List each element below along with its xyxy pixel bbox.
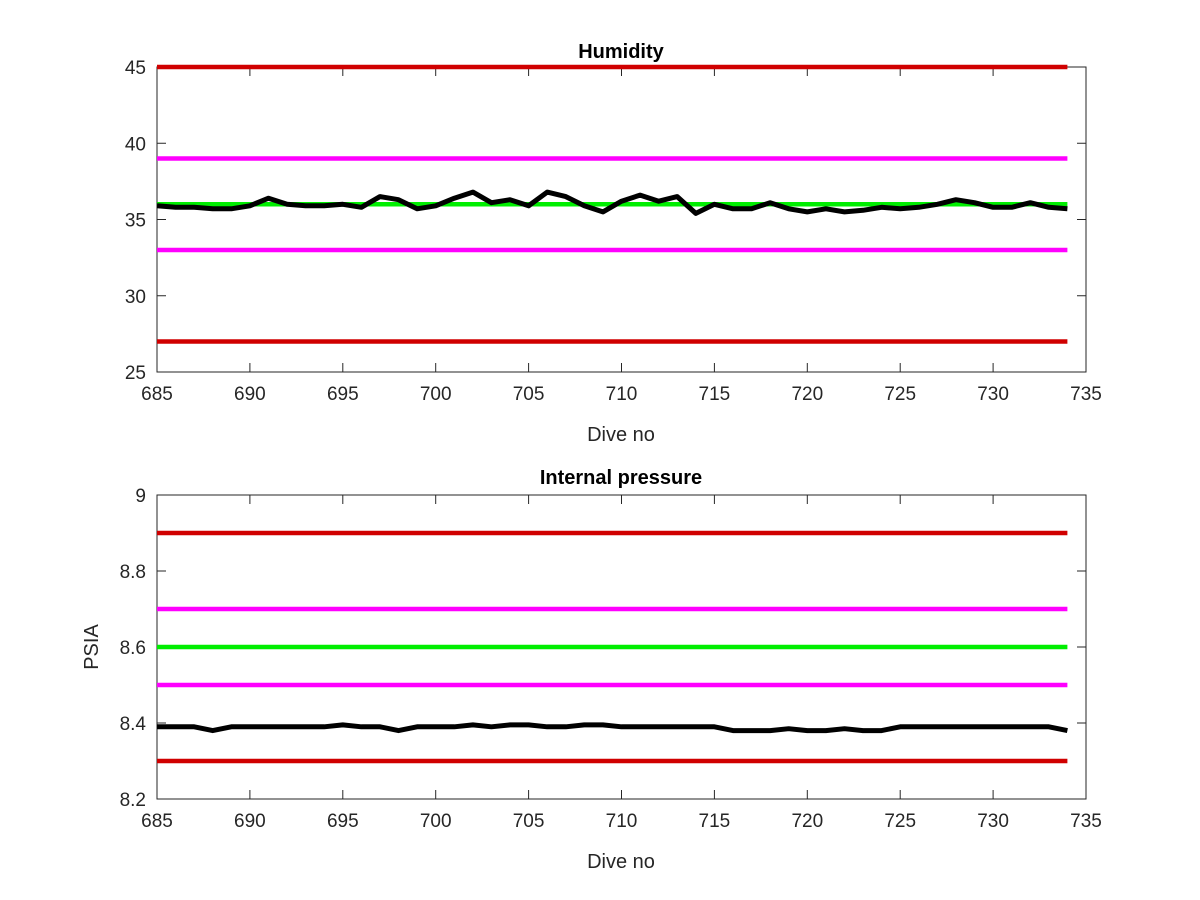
internal-pressure-plot-area: 685 690 695 700 705 710 715 720 725 730 735 8.2 8.4 8…: [120, 486, 1102, 832]
humidity-y-tick-label: 30: [125, 287, 146, 308]
humidity-x-tick-label: 685: [141, 384, 173, 405]
humidity-plot-area: 685 690 695 700 705 710 715 720 725 730 735 25 30 35 4…: [125, 58, 1102, 405]
internal-pressure-x-tick-label: 700: [420, 811, 452, 832]
internal-pressure-y-tick-label: 8.8: [120, 562, 146, 583]
humidity-x-tick-label: 735: [1070, 384, 1102, 405]
humidity-x-tick-label: 710: [606, 384, 638, 405]
internal-pressure-x-tick-label: 730: [977, 811, 1009, 832]
humidity-x-tick-label: 725: [884, 384, 916, 405]
humidity-x-tick-label: 730: [977, 384, 1009, 405]
humidity-y-tick-label: 40: [125, 134, 146, 155]
internal-pressure-x-tick-label: 710: [606, 811, 638, 832]
internal-pressure-x-tick-label: 695: [327, 811, 359, 832]
humidity-x-tick-label: 700: [420, 384, 452, 405]
humidity-panel: Humidity 685 690 695 700 705 710 715 720 725 730 7…: [125, 41, 1102, 446]
internal-pressure-series-measured: [157, 722, 1068, 734]
humidity-title: Humidity: [578, 41, 664, 63]
internal-pressure-x-tick-label: 705: [513, 811, 545, 832]
humidity-x-tick-label: 720: [791, 384, 823, 405]
internal-pressure-panel: Internal pressure 685 690 695 700 705 710 715 7…: [81, 467, 1102, 873]
humidity-x-axis-label: Dive no: [587, 424, 655, 446]
internal-pressure-title: Internal pressure: [540, 467, 702, 489]
humidity-x-tick-label: 695: [327, 384, 359, 405]
humidity-x-tick-label: 715: [699, 384, 731, 405]
internal-pressure-y-tick-label: 9: [135, 486, 146, 507]
internal-pressure-y-tick-label: 8.6: [120, 638, 146, 659]
internal-pressure-x-tick-label: 735: [1070, 811, 1102, 832]
humidity-x-tick-label: 705: [513, 384, 545, 405]
humidity-y-tick-label: 25: [125, 363, 146, 384]
internal-pressure-y-axis-label: PSIA: [81, 624, 103, 670]
humidity-x-tick-label: 690: [234, 384, 266, 405]
internal-pressure-x-axis-label: Dive no: [587, 851, 655, 873]
internal-pressure-x-tick-label: 725: [884, 811, 916, 832]
internal-pressure-y-tick-label: 8.4: [120, 714, 147, 735]
humidity-series-measured: [156, 189, 1068, 216]
internal-pressure-x-tick-label: 690: [234, 811, 266, 832]
humidity-y-tick-label: 45: [125, 58, 146, 79]
humidity-y-tick-label: 35: [125, 211, 146, 232]
internal-pressure-y-tick-label: 8.2: [120, 790, 146, 811]
internal-pressure-x-tick-label: 715: [699, 811, 731, 832]
internal-pressure-x-tick-label: 720: [791, 811, 823, 832]
internal-pressure-x-tick-label: 685: [141, 811, 173, 832]
